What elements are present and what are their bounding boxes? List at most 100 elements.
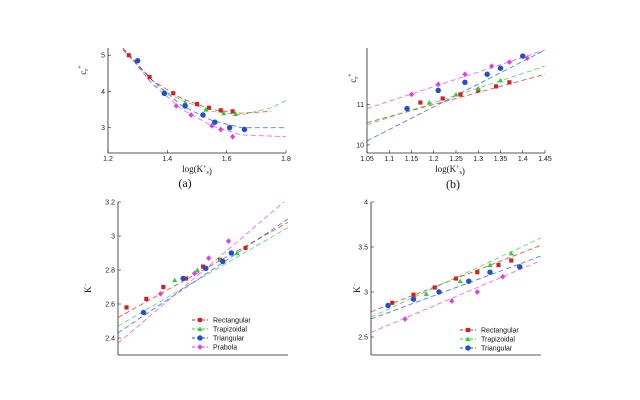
data-point-rectangular [493,84,499,89]
panel-b-caption: (b) [446,177,460,191]
panel-b-y-tick-label: 11 [357,102,364,109]
panel-a-y-tick-label: 4 [101,89,105,96]
data-point-rectangular [194,102,200,107]
series-prabola [408,55,530,98]
data-point-prabola [435,81,441,88]
panel-c-y-tick-label: 2.6 [105,302,115,309]
fit-line-triangular [118,218,288,334]
data-point-prabola [402,316,408,322]
data-point-trapizoidal [497,77,504,83]
series-prabola [173,103,236,140]
data-point-rectangular [411,292,416,297]
legend-marker-rectangular [465,327,471,333]
series-triangular [404,53,526,112]
data-point-triangular [220,258,226,265]
panel-b-x-tick-label: 1.35 [494,156,508,163]
panel-b-x-tick-label: 1.4 [518,156,528,163]
data-point-rectangular [200,264,206,269]
series-trapizoidal [426,77,504,105]
data-point-rectangular [509,258,514,263]
data-point-prabola [188,112,194,118]
panel-a-x-tick-label: 1.2 [103,156,113,163]
data-point-trapizoidal [457,278,463,284]
data-point-triangular [180,275,186,282]
data-point-rectangular [440,96,445,101]
data-point-trapizoidal [194,267,200,273]
fit-line-triangular [371,255,541,320]
panel-c-legend: Rectangular Trapizoidal Triangular Prabola [192,318,251,352]
data-point-prabola [408,91,415,98]
data-point-triangular [497,65,504,71]
data-point-trapizoidal [172,277,178,283]
series-rectangular [390,258,514,305]
series-rectangular [126,53,235,114]
legend-marker-rectangular [197,317,203,323]
data-point-triangular [182,103,188,109]
panel-d-legend: Rectangular Trapizoidal Triangular [460,328,519,353]
data-point-rectangular [432,285,437,290]
data-point-rectangular [475,270,480,275]
data-point-prabola [206,255,212,261]
data-point-prabola [191,270,198,277]
data-point-rectangular [418,100,423,105]
fit-line-prabola [371,260,541,333]
fit-line-prabola [122,48,286,138]
data-point-trapizoidal [221,110,227,116]
panel-b-x-tick-label: 1.25 [449,156,463,163]
panel-d-y-tick-label: 4 [364,200,368,207]
data-point-triangular [212,119,218,125]
fit-line-rectangular [118,222,288,318]
panel-a-x-tick-label: 1.6 [222,156,232,163]
fit-line-trapizoidal [118,227,288,327]
panel-a: 1.2 1.4 1.6 1.8 3 4 5 log(K+s) cr+ (a) [78,48,291,190]
data-point-prabola [489,63,495,70]
fit-line-prabola [367,49,545,110]
data-point-triangular [520,53,526,59]
panel-c-y-tick-label: 2.8 [105,268,115,275]
data-point-triangular [134,57,141,64]
data-point-trapizoidal [426,99,432,105]
data-point-triangular [410,296,417,302]
data-point-triangular [140,309,147,316]
panel-b-x-tick-label: 1.2 [429,156,439,163]
panel-d-fit-lines [371,237,541,333]
data-point-prabola [449,298,455,304]
data-point-triangular [404,105,410,112]
panel-b-x-tick-label: 1.15 [405,156,419,163]
legend-label-rectangular: Rectangular [213,318,251,325]
data-point-triangular [517,264,523,270]
panel-a-plot: 1.2 1.4 1.6 1.8 3 4 5 [101,48,291,163]
panel-d-y-tick-label: 2.5 [358,335,368,342]
data-point-rectangular [218,108,223,113]
fit-line-prabola [118,202,285,344]
series-trapizoidal [423,250,514,296]
data-point-triangular [462,79,468,86]
data-point-trapizoidal [453,91,459,97]
panel-c-y-label: K− [83,282,93,293]
panel-d-plot: 2.5 3 3.5 4 [358,200,541,356]
legend-label-triangular: Triangular [481,346,513,353]
data-point-prabola [506,59,512,65]
data-point-rectangular [390,300,395,305]
panel-b-x-label: log(K+s) [435,164,465,176]
panel-b-x-tick-label: 1.3 [473,156,483,163]
fit-line-trapizoidal [122,48,286,116]
series-triangular [385,264,523,309]
legend-marker-triangular [197,335,203,341]
data-point-prabola [500,273,506,280]
panel-d: 2.5 3 3.5 4 K− Rectangular Trapizoidal Triang… [352,200,541,356]
panel-d-y-tick-label: 3.5 [358,245,368,252]
panel-b-x-tick-label: 1.1 [384,156,394,163]
panel-c-y-tick-label: 3.2 [105,200,115,207]
series-rectangular [124,245,248,310]
legend-marker-trapizoidal [465,336,471,342]
data-point-rectangular [230,109,235,114]
data-point-triangular [484,71,490,77]
legend-marker-trapizoidal [197,326,203,332]
panel-b-x-tick-label: 1.45 [538,156,552,163]
data-point-prabola [209,122,215,129]
panel-c-plot: 2.4 2.6 2.8 3 3.2 [105,200,288,356]
data-point-triangular [241,126,248,133]
panel-c-y-tick-label: 3 [111,234,115,241]
